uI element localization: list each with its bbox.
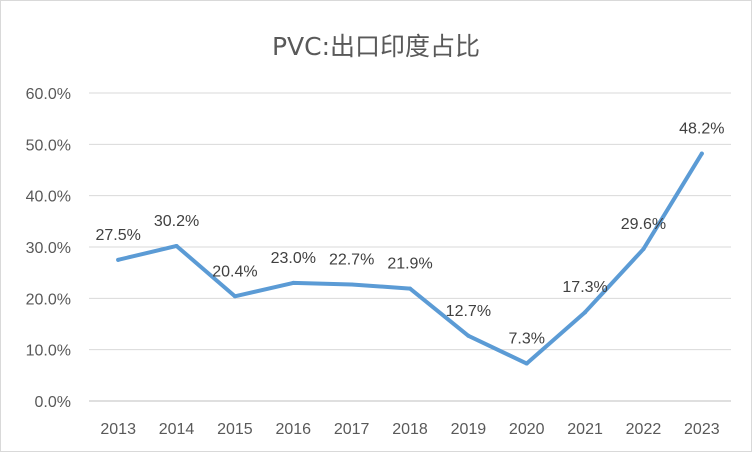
data-label: 17.3% [562,279,607,296]
data-point [116,257,121,262]
x-tick-label: 2018 [392,421,428,438]
x-tick-label: 2022 [626,421,662,438]
data-label: 23.0% [271,250,316,267]
chart-title: PVC:出口印度占比 [272,32,480,61]
data-point [466,333,471,338]
x-tick-label: 2013 [100,421,136,438]
data-labels: 27.5% 30.2% 20.4% 23.0% 22.7% 21.9% 12.7% 7.3% 1… [95,121,724,348]
x-axis-ticks: 2013 2014 2015 2016 2017 2018 2019 2020 2021 2022… [100,421,719,438]
series-layer [116,151,704,366]
data-label: 12.7% [446,303,491,320]
data-label: 27.5% [95,227,140,244]
data-label: 7.3% [508,331,544,348]
y-axis-ticks: 0.0% 10.0% 20.0% 30.0% 40.0% 50.0% 60.0% [26,86,71,411]
x-tick-label: 2020 [509,421,545,438]
x-tick-label: 2016 [275,421,311,438]
x-tick-label: 2014 [159,421,195,438]
data-point [174,243,179,248]
x-tick-label: 2021 [567,421,603,438]
y-tick-label: 30.0% [26,240,71,257]
x-tick-label: 2017 [334,421,370,438]
data-label: 30.2% [154,213,199,230]
gridlines [89,92,731,402]
y-tick-label: 60.0% [26,86,71,103]
data-point [408,286,412,291]
data-label: 20.4% [212,263,257,280]
data-point [641,247,646,252]
data-label: 21.9% [387,256,432,273]
y-tick-label: 10.0% [26,343,71,360]
data-point [583,310,588,315]
data-point [524,361,529,366]
data-point [232,294,237,299]
y-tick-label: 20.0% [26,291,71,308]
data-label: 22.7% [329,251,374,268]
data-point [349,282,354,287]
data-label: 29.6% [621,216,666,233]
x-tick-label: 2019 [451,421,487,438]
data-label: 48.2% [679,121,724,138]
y-tick-label: 0.0% [35,394,71,411]
data-point [699,151,704,156]
y-tick-label: 40.0% [26,189,71,206]
data-point [291,280,296,285]
y-tick-label: 50.0% [26,137,71,154]
x-tick-label: 2015 [217,421,253,438]
x-tick-label: 2023 [684,421,720,438]
